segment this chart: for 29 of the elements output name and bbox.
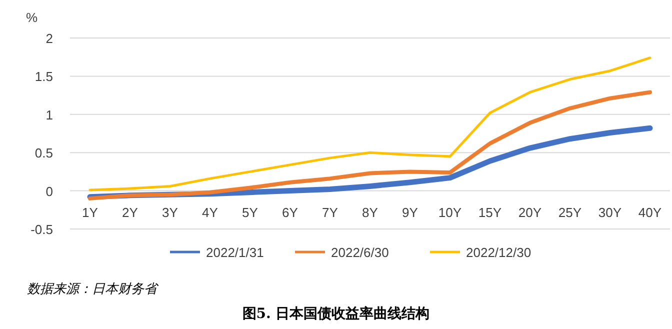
x-tick-label: 4Y [202, 205, 218, 220]
x-tick-label: 1Y [82, 205, 98, 220]
y-tick-label: -0.5 [30, 222, 53, 237]
x-tick-label: 40Y [638, 205, 662, 220]
y-tick-label: 0.5 [34, 146, 53, 161]
x-tick-label: 9Y [402, 205, 418, 220]
x-tick-label: 3Y [162, 205, 178, 220]
line-series [88, 56, 652, 192]
x-tick-label: 20Y [518, 205, 542, 220]
x-tick-label: 8Y [362, 205, 378, 220]
x-tick-label: 2Y [122, 205, 138, 220]
legend-label: 2022/6/30 [331, 245, 389, 260]
y-tick-label: 1 [46, 107, 53, 122]
y-axis-title: % [26, 10, 38, 25]
x-tick-label: 15Y [478, 205, 502, 220]
x-tick-label: 30Y [598, 205, 622, 220]
x-tick-label: 6Y [282, 205, 298, 220]
source-note: 数据来源：日本财务省 [27, 282, 159, 297]
line-series [88, 90, 652, 200]
text: 图5. 日本国债收益率曲线结构 [242, 305, 430, 322]
y-tick-label: 2 [46, 31, 53, 46]
legend-label: 2022/1/31 [206, 245, 264, 260]
x-tick-label: 5Y [242, 205, 258, 220]
y-tick-label: 0 [46, 184, 53, 199]
x-tick-label: 10Y [438, 205, 462, 220]
y-tick-label: 1.5 [34, 69, 53, 84]
legend-label: 2022/12/30 [466, 245, 532, 260]
x-tick-label: 25Y [558, 205, 582, 220]
x-tick-label: 7Y [322, 205, 338, 220]
